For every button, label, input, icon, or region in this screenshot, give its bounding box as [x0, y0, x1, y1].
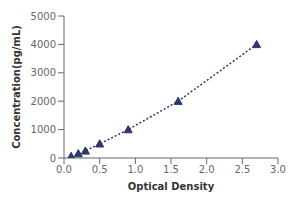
- svg-text:0: 0: [50, 153, 56, 164]
- svg-text:3000: 3000: [31, 67, 56, 78]
- svg-text:1.0: 1.0: [127, 164, 143, 175]
- svg-text:1.5: 1.5: [163, 164, 179, 175]
- svg-text:1000: 1000: [31, 124, 56, 135]
- svg-text:0.0: 0.0: [56, 164, 72, 175]
- svg-text:2000: 2000: [31, 96, 56, 107]
- svg-text:5000: 5000: [31, 11, 56, 22]
- svg-text:2.0: 2.0: [199, 164, 215, 175]
- svg-text:0.5: 0.5: [92, 164, 108, 175]
- svg-text:4000: 4000: [31, 39, 56, 50]
- svg-text:Concentration(pg/mL): Concentration(pg/mL): [11, 25, 22, 149]
- svg-text:Optical Density: Optical Density: [128, 181, 215, 192]
- svg-text:2.5: 2.5: [234, 164, 250, 175]
- svg-text:3.0: 3.0: [270, 164, 286, 175]
